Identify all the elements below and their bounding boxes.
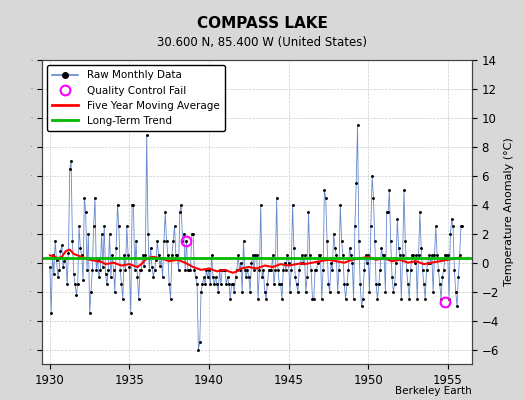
Legend: Raw Monthly Data, Quality Control Fail, Five Year Moving Average, Long-Term Tren: Raw Monthly Data, Quality Control Fail, … <box>47 65 225 131</box>
Y-axis label: Temperature Anomaly (°C): Temperature Anomaly (°C) <box>504 138 514 286</box>
Text: COMPASS LAKE: COMPASS LAKE <box>196 16 328 31</box>
Text: Berkeley Earth: Berkeley Earth <box>395 386 472 396</box>
Text: 30.600 N, 85.400 W (United States): 30.600 N, 85.400 W (United States) <box>157 36 367 49</box>
